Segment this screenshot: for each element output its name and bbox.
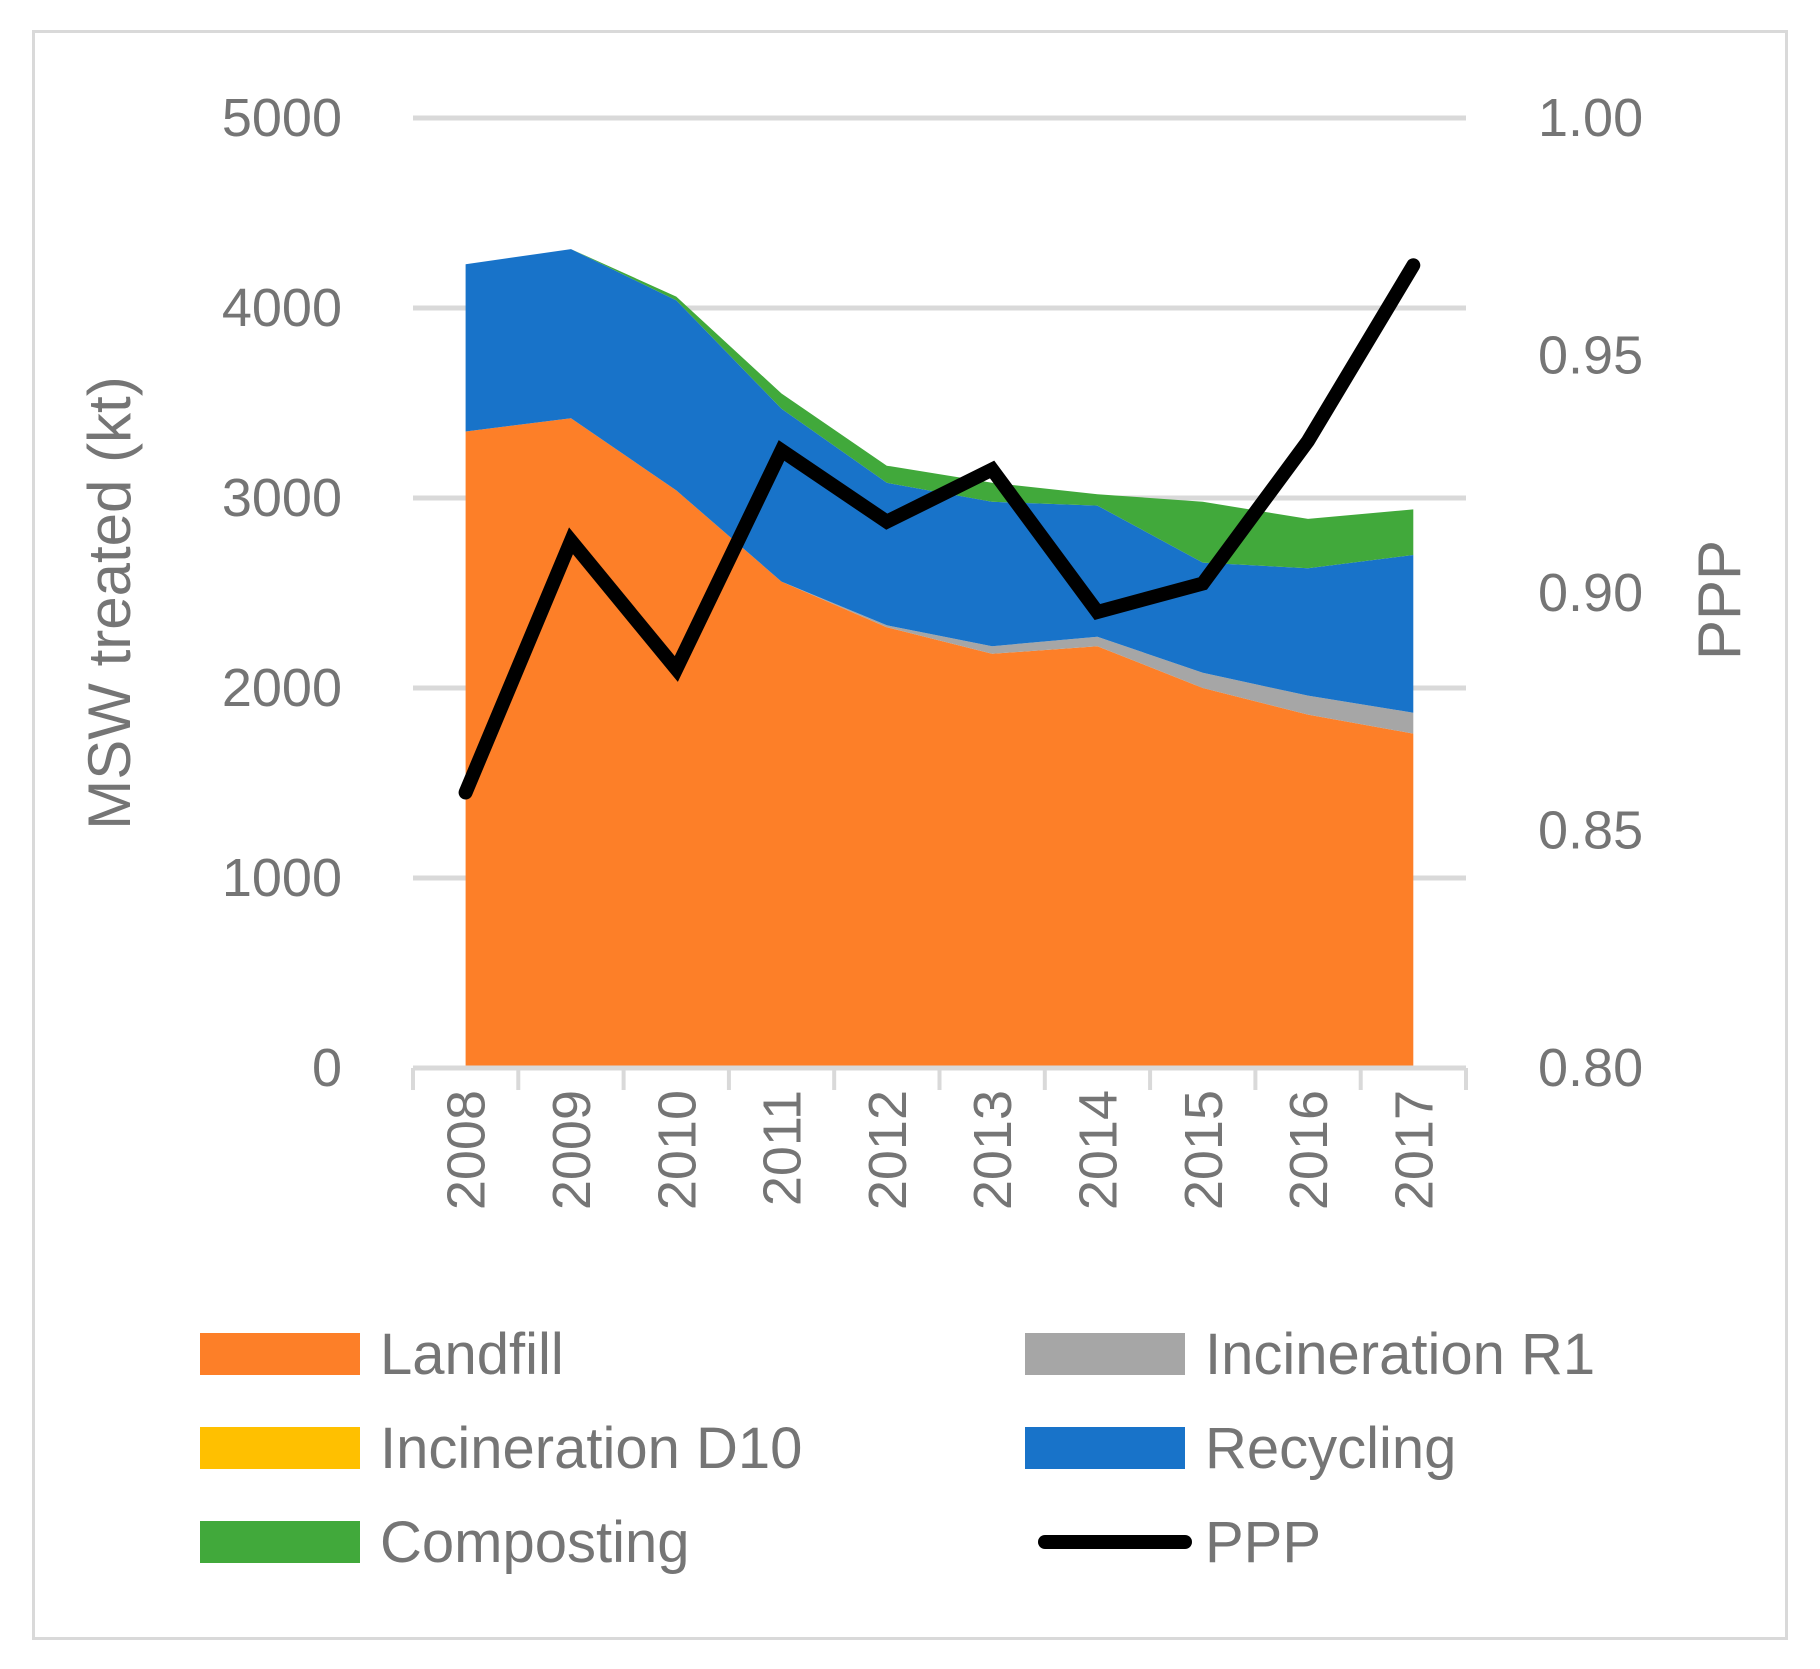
y-tick-label: 1000: [222, 848, 342, 908]
ppp-point: [1412, 264, 1415, 267]
x-tick-label: 2011: [753, 1090, 813, 1206]
ppp-point: [1307, 440, 1310, 442]
legend-swatch-landfill: [200, 1333, 360, 1375]
y-tick-label: 2000: [222, 658, 342, 718]
y2-tick-label: 0.85: [1538, 801, 1643, 861]
y-tick-label: 4000: [222, 278, 342, 338]
x-tick-label: 2009: [542, 1090, 602, 1210]
legend-swatch-composting: [200, 1521, 360, 1563]
y-tick-label: 5000: [222, 88, 342, 148]
area-composting: [465, 249, 1414, 569]
line-ppp: [458, 258, 1421, 800]
ppp-point: [991, 468, 994, 471]
x-tick-label: 2008: [437, 1090, 497, 1210]
x-tick-label: 2016: [1279, 1090, 1339, 1210]
legend-swatch-recycling: [1025, 1427, 1185, 1469]
legend-label-incineration-d10: Incineration D10: [380, 1416, 802, 1481]
y-axis-title: MSW treated (kt): [76, 376, 143, 829]
y2-tick-label: 0.80: [1538, 1038, 1643, 1098]
legend-swatch-incineration-d10: [200, 1427, 360, 1469]
x-tick-label: 2017: [1384, 1090, 1444, 1210]
legend-label-composting: Composting: [380, 1510, 689, 1575]
legend-swatch-incineration-r1: [1025, 1333, 1185, 1375]
y2-axis-title: PPP: [1686, 540, 1753, 660]
ppp-point: [569, 539, 572, 542]
x-tick-label: 2014: [1068, 1090, 1128, 1210]
x-tick-label: 2013: [963, 1090, 1023, 1210]
ppp-point: [885, 520, 888, 523]
y2-tick-label: 0.90: [1538, 563, 1643, 623]
legend-label-landfill: Landfill: [380, 1322, 564, 1387]
x-tick-label: 2015: [1174, 1090, 1234, 1210]
x-tick-label: 2010: [647, 1090, 707, 1210]
y2-tick-label: 0.95: [1538, 326, 1643, 386]
ppp-point: [464, 791, 467, 794]
ppp-point: [675, 668, 678, 670]
ppp-point: [780, 449, 783, 452]
legend-label-incineration-r1: Incineration R1: [1205, 1322, 1595, 1387]
y-tick-label: 3000: [222, 468, 342, 528]
ppp-point: [1201, 582, 1204, 585]
y-tick-label: 0: [312, 1038, 342, 1098]
y2-tick-label: 1.00: [1538, 88, 1643, 148]
legend-label-recycling: Recycling: [1205, 1416, 1456, 1481]
area-landfill: [465, 418, 1414, 1068]
area-incineration-r1: [465, 418, 1414, 734]
ppp-point: [1096, 611, 1099, 613]
legend-label-ppp: PPP: [1205, 1510, 1321, 1575]
x-tick-label: 2012: [858, 1090, 918, 1210]
